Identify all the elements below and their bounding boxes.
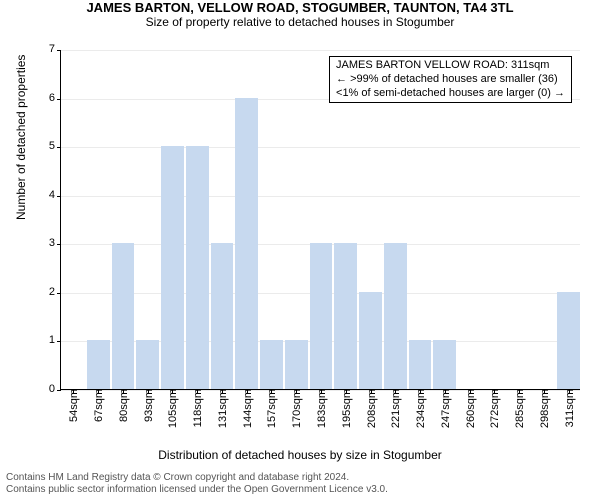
xtick-label: 247sqm bbox=[438, 389, 452, 428]
xtick-label: 67sqm bbox=[91, 389, 105, 422]
footer-line: Contains HM Land Registry data © Crown c… bbox=[6, 472, 388, 484]
ytick-label: 3 bbox=[49, 237, 61, 249]
xtick-label: 183sqm bbox=[314, 389, 328, 428]
footer-line: Contains public sector information licen… bbox=[6, 484, 388, 496]
annotation-line: JAMES BARTON VELLOW ROAD: 311sqm bbox=[336, 59, 565, 73]
bar bbox=[161, 146, 184, 389]
xtick-label: 144sqm bbox=[240, 389, 254, 428]
bar bbox=[136, 340, 159, 389]
gridline bbox=[61, 196, 580, 197]
x-axis-label: Distribution of detached houses by size … bbox=[0, 448, 600, 462]
gridline bbox=[61, 50, 580, 51]
plot-area: JAMES BARTON VELLOW ROAD: 311sqm ← >99% … bbox=[60, 50, 580, 390]
bar bbox=[186, 146, 209, 389]
chart-title: JAMES BARTON, VELLOW ROAD, STOGUMBER, TA… bbox=[0, 0, 600, 15]
annotation-box: JAMES BARTON VELLOW ROAD: 311sqm ← >99% … bbox=[329, 56, 572, 103]
bar bbox=[112, 243, 135, 389]
xtick-label: 195sqm bbox=[339, 389, 353, 428]
xtick-label: 105sqm bbox=[165, 389, 179, 428]
ytick-label: 0 bbox=[49, 383, 61, 395]
annotation-line: <1% of semi-detached houses are larger (… bbox=[336, 87, 565, 101]
ytick-label: 5 bbox=[49, 140, 61, 152]
bar bbox=[310, 243, 333, 389]
ytick-label: 6 bbox=[49, 92, 61, 104]
chart-area: JAMES BARTON VELLOW ROAD: 311sqm ← >99% … bbox=[60, 50, 580, 390]
xtick-label: 170sqm bbox=[289, 389, 303, 428]
bar bbox=[260, 340, 283, 389]
xtick-label: 93sqm bbox=[141, 389, 155, 422]
xtick-label: 157sqm bbox=[264, 389, 278, 428]
bar bbox=[211, 243, 234, 389]
xtick-label: 131sqm bbox=[215, 389, 229, 428]
xtick-label: 285sqm bbox=[512, 389, 526, 428]
xtick-label: 54sqm bbox=[66, 389, 80, 422]
xtick-label: 208sqm bbox=[364, 389, 378, 428]
xtick-label: 272sqm bbox=[487, 389, 501, 428]
bar bbox=[87, 340, 110, 389]
chart-subtitle: Size of property relative to detached ho… bbox=[0, 15, 600, 29]
bar bbox=[359, 292, 382, 389]
bar bbox=[409, 340, 432, 389]
bar bbox=[433, 340, 456, 389]
footer-attribution: Contains HM Land Registry data © Crown c… bbox=[6, 472, 388, 496]
xtick-label: 311sqm bbox=[562, 389, 576, 427]
ytick-label: 7 bbox=[49, 43, 61, 55]
ytick-label: 1 bbox=[49, 334, 61, 346]
bar bbox=[384, 243, 407, 389]
bar bbox=[235, 98, 258, 389]
xtick-label: 118sqm bbox=[190, 389, 204, 427]
xtick-label: 260sqm bbox=[463, 389, 477, 428]
xtick-label: 234sqm bbox=[413, 389, 427, 428]
y-axis-label: Number of detached properties bbox=[14, 55, 28, 220]
xtick-label: 298sqm bbox=[537, 389, 551, 428]
bar bbox=[334, 243, 357, 389]
ytick-label: 4 bbox=[49, 189, 61, 201]
bar bbox=[285, 340, 308, 389]
bar bbox=[557, 292, 580, 389]
gridline bbox=[61, 147, 580, 148]
xtick-label: 221sqm bbox=[388, 389, 402, 428]
ytick-label: 2 bbox=[49, 286, 61, 298]
annotation-line: ← >99% of detached houses are smaller (3… bbox=[336, 73, 565, 87]
xtick-label: 80sqm bbox=[116, 389, 130, 422]
